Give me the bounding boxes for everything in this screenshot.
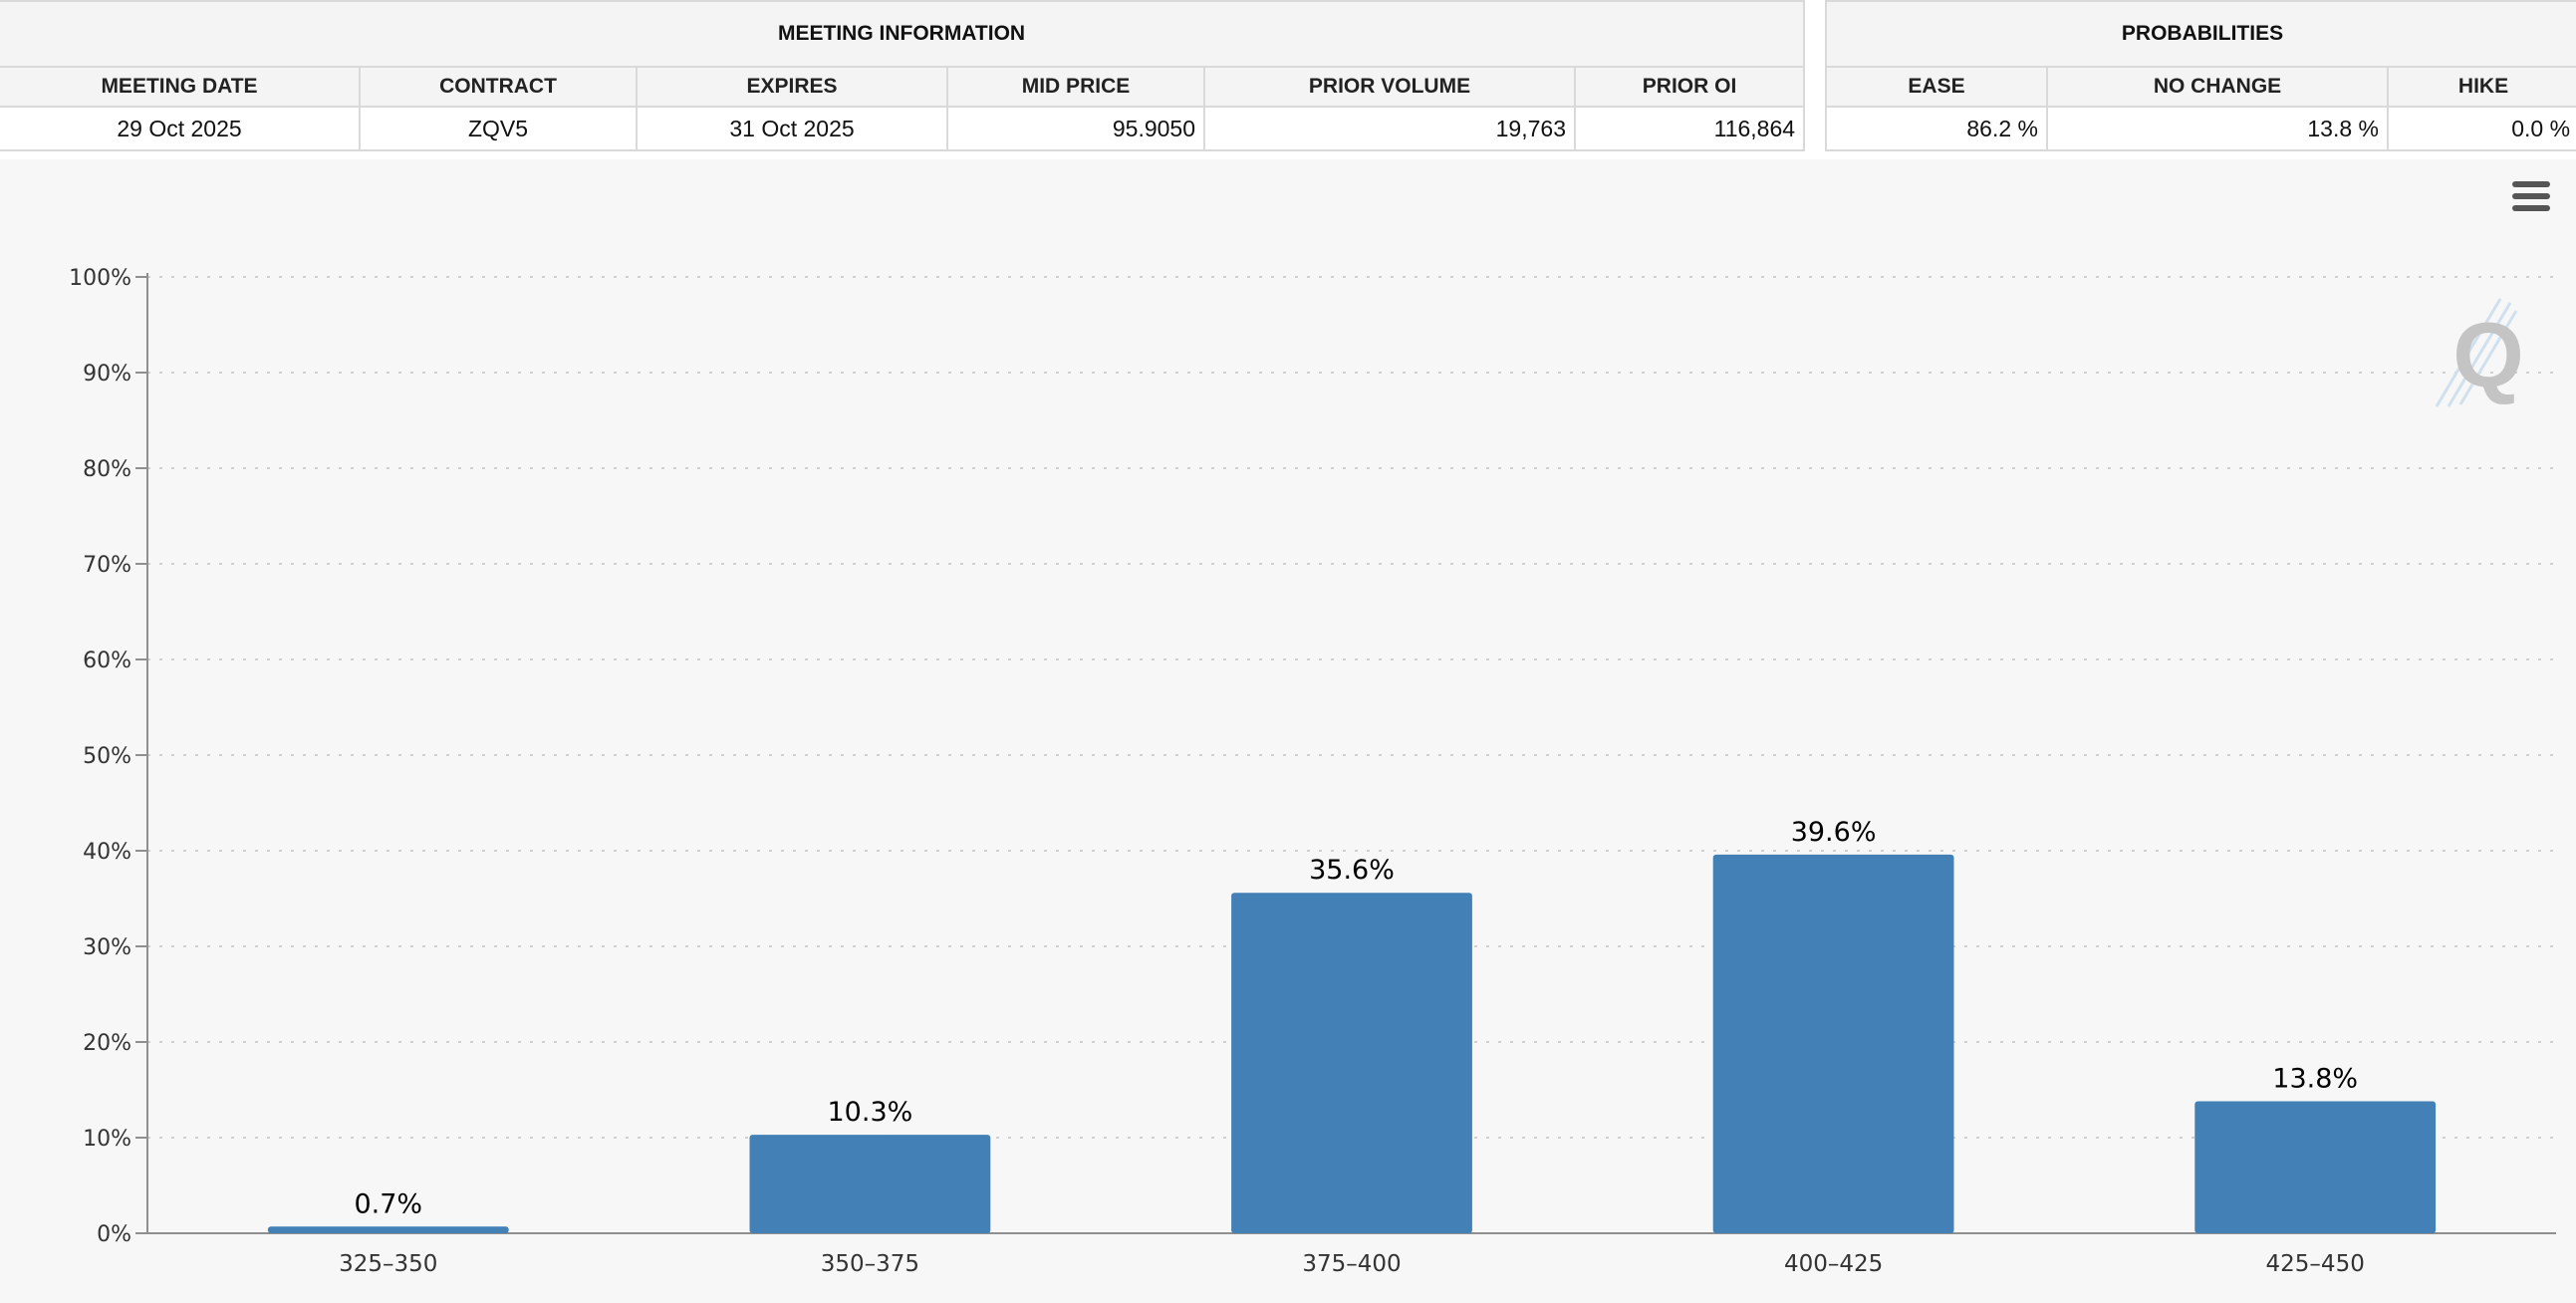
data-label: 13.8% [2272, 1064, 2358, 1095]
x-tick-label: 325–350 [339, 1251, 437, 1277]
ease-value: 86.2 % [1825, 106, 2048, 151]
info-panel: MEETING INFORMATION MEETING DATE CONTRAC… [0, 0, 2576, 159]
y-tick-label: 20% [83, 1031, 131, 1056]
svg-text:Q: Q [2452, 305, 2524, 406]
prior-volume-value: 19,763 [1203, 106, 1576, 151]
bar-375-400 [1231, 893, 1472, 1233]
probabilities-header: PROBABILITIES [1824, 0, 2576, 68]
prior-oi-value: 116,864 [1573, 106, 1806, 151]
meeting-date-value: 29 Oct 2025 [0, 106, 361, 151]
y-tick-label: 90% [83, 362, 131, 387]
y-tick-label: 50% [83, 744, 131, 769]
col-meeting-date[interactable]: MEETING DATE [0, 66, 361, 108]
x-tick-label: 350–375 [821, 1251, 919, 1277]
table-row: 86.2 % 13.8 % 0.0 % [1825, 106, 2576, 151]
y-tick-label: 10% [83, 1127, 131, 1152]
col-expires[interactable]: EXPIRES [636, 66, 948, 108]
y-tick-label: 40% [83, 840, 131, 865]
y-tick-label: 30% [83, 935, 131, 960]
x-tick-label: 400–425 [1784, 1251, 1883, 1277]
target-rate-probability-chart: 0% 10% 20% 30% 40% 50% 60% 70% 80% 90% 100% 0.7% 325… [69, 266, 2556, 1277]
data-label: 39.6% [1791, 817, 1877, 848]
q-logo-icon: Q [2435, 298, 2524, 407]
data-label: 35.6% [1309, 855, 1395, 886]
y-tick-label: 70% [83, 553, 131, 578]
contract-value: ZQV5 [359, 106, 638, 151]
mid-price-value: 95.9050 [946, 106, 1205, 151]
expires-value: 31 Oct 2025 [636, 106, 948, 151]
no-change-value: 13.8 % [2046, 106, 2389, 151]
data-label: 10.3% [828, 1097, 913, 1128]
col-hike[interactable]: HIKE [2386, 66, 2576, 108]
bar-350-375 [749, 1135, 991, 1233]
bar-400-425 [1712, 854, 1954, 1233]
col-contract[interactable]: CONTRACT [359, 66, 638, 108]
col-no-change[interactable]: NO CHANGE [2046, 66, 2389, 108]
y-tick-label: 0% [97, 1222, 131, 1247]
col-prior-volume[interactable]: PRIOR VOLUME [1203, 66, 1576, 108]
col-mid-price[interactable]: MID PRICE [946, 66, 1205, 108]
y-tick-label: 80% [83, 457, 131, 482]
hamburger-menu-icon[interactable] [2512, 181, 2550, 213]
probabilities-table: PROBABILITIES EASE NO CHANGE HIKE 86.2 %… [1824, 0, 2576, 151]
chart-area: 0% 10% 20% 30% 40% 50% 60% 70% 80% 90% 100% 0.7% 325… [0, 159, 2576, 1303]
x-tick-label: 375–400 [1302, 1251, 1401, 1277]
table-row: 29 Oct 2025 ZQV5 31 Oct 2025 95.9050 19,… [0, 106, 1806, 151]
col-prior-oi[interactable]: PRIOR OI [1573, 66, 1806, 108]
col-ease[interactable]: EASE [1825, 66, 2048, 108]
data-label: 0.7% [354, 1188, 422, 1219]
bar-325-350 [267, 1226, 509, 1233]
bar-425-450 [2194, 1101, 2437, 1233]
meeting-information-header: MEETING INFORMATION [0, 0, 1806, 68]
hike-value: 0.0 % [2386, 106, 2576, 151]
y-tick-label: 60% [83, 649, 131, 673]
x-tick-label: 425–450 [2266, 1251, 2365, 1277]
y-tick-label: 100% [69, 266, 131, 291]
meeting-information-table: MEETING INFORMATION MEETING DATE CONTRAC… [0, 0, 1806, 151]
